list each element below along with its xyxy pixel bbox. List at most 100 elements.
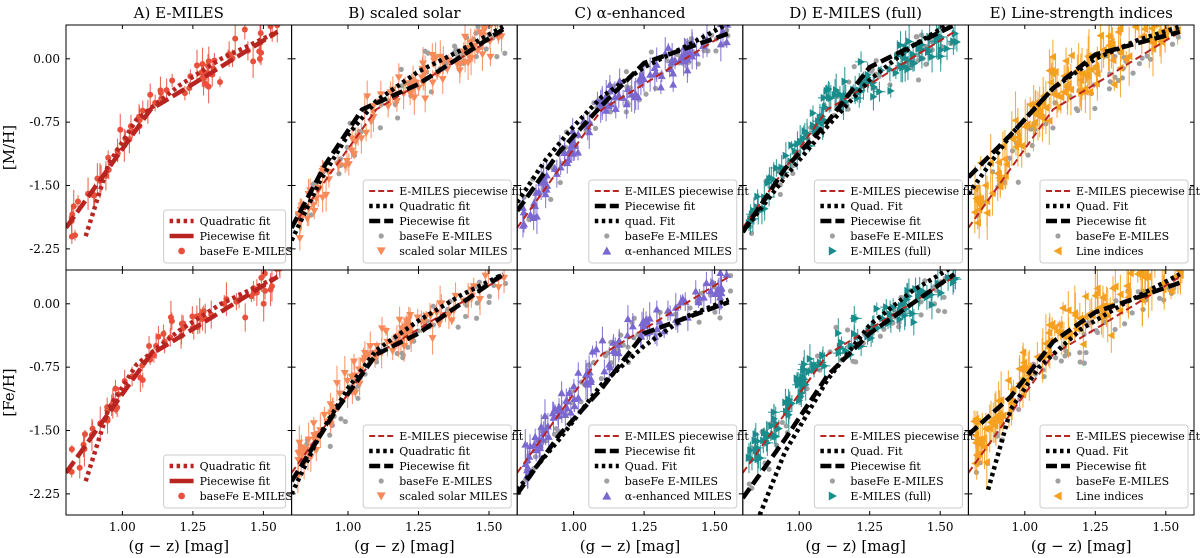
- data-point: [970, 208, 978, 217]
- data-point: [202, 80, 209, 87]
- data-point: [402, 318, 411, 326]
- x-tick-label: 1.25: [405, 520, 432, 534]
- gray-point: [896, 324, 902, 330]
- data-point: [76, 464, 83, 471]
- legend-label: E-MILES piecewise fit: [850, 185, 975, 198]
- gray-point: [664, 58, 670, 64]
- data-point: [544, 432, 553, 440]
- data-point: [413, 314, 422, 322]
- gray-point: [915, 77, 922, 83]
- data-point: [782, 398, 790, 407]
- gray-point: [1052, 355, 1059, 361]
- data-point: [886, 65, 894, 74]
- emiles-piecewise-ref-line: [968, 30, 1181, 229]
- gray-point: [648, 49, 654, 55]
- data-point: [372, 342, 381, 351]
- data-point: [904, 65, 912, 74]
- data-point: [1030, 118, 1039, 127]
- gray-point: [486, 299, 492, 306]
- piecewise-fit-line: [291, 27, 505, 229]
- data-point: [676, 54, 685, 62]
- gray-point: [405, 344, 411, 350]
- data-point: [928, 52, 937, 61]
- legend: Quadratic fit Piecewise fit baseFe E-MILES: [163, 209, 293, 264]
- x-tick-label: 1.00: [1011, 520, 1038, 534]
- data-point: [1125, 52, 1133, 61]
- data-point: [326, 401, 335, 409]
- data-point: [428, 79, 437, 87]
- panel-1-0: [66, 270, 283, 482]
- data-point: [650, 63, 659, 71]
- data-point: [147, 91, 154, 98]
- gray-point: [425, 50, 431, 56]
- gray-point: [850, 358, 856, 364]
- data-point: [999, 411, 1007, 420]
- legend-label: Piecewise fit: [850, 215, 921, 228]
- legend-label: Line indices: [1076, 490, 1144, 503]
- gray-point: [844, 327, 851, 333]
- data-point: [261, 270, 268, 277]
- y-tick-label: 0.00: [33, 52, 60, 66]
- data-point: [1178, 0, 1185, 1]
- data-point: [657, 71, 666, 80]
- data-point: [1108, 284, 1117, 293]
- data-point: [1033, 107, 1041, 116]
- gray-point: [532, 454, 539, 460]
- data-point: [770, 414, 778, 423]
- data-point: [857, 57, 866, 66]
- data-point: [605, 80, 614, 88]
- gray-point: [942, 14, 947, 19]
- data-point: [582, 370, 591, 378]
- legend-label: E-MILES piecewise fit: [1076, 430, 1200, 443]
- data-point: [488, 25, 494, 30]
- data-point: [1007, 134, 1016, 143]
- data-point: [912, 284, 920, 293]
- data-point: [1079, 340, 1087, 349]
- legend-handle-marker: [376, 247, 386, 256]
- legend-label: Quadratic fit: [399, 445, 470, 458]
- data-point: [347, 373, 356, 381]
- legend-label: α-enhanced MILES: [625, 245, 732, 258]
- data-point: [1004, 376, 1012, 385]
- data-point: [937, 52, 945, 61]
- legend-handle-gray: [604, 233, 610, 239]
- legend-box: [813, 424, 963, 509]
- data-point: [915, 44, 923, 53]
- quadratic-fit-line: [757, 270, 952, 515]
- data-point: [685, 48, 694, 56]
- data-point: [788, 141, 796, 150]
- data-point: [69, 211, 76, 218]
- legend-handle-marker: [602, 491, 612, 500]
- data-point: [410, 94, 419, 102]
- data-point: [486, 53, 495, 62]
- legend-label: scaled solar MILES: [399, 245, 508, 258]
- data-point: [1070, 309, 1078, 318]
- data-point: [639, 317, 648, 325]
- data-point: [1045, 116, 1053, 125]
- data-point: [937, 46, 945, 55]
- gray-point: [327, 443, 333, 449]
- gray-point: [783, 423, 789, 429]
- data-point: [1048, 69, 1057, 78]
- data-point: [823, 86, 831, 95]
- y-tick-label: -2.25: [29, 242, 60, 256]
- legend-label: Piecewise fit: [625, 445, 696, 458]
- data-point: [548, 409, 557, 417]
- data-point: [531, 432, 540, 441]
- data-point: [943, 44, 952, 53]
- quadratic-fit-line: [83, 29, 279, 237]
- legend-label: E-MILES piecewise fit: [625, 430, 750, 443]
- gray-point: [1007, 155, 1013, 161]
- data-point: [550, 164, 559, 172]
- data-point: [819, 351, 827, 360]
- data-point: [1167, 287, 1175, 296]
- data-point: [1081, 84, 1089, 93]
- legend: E-MILES piecewise fit Quadratic fit Piecew…: [362, 424, 524, 509]
- data-point: [876, 87, 884, 96]
- data-point: [309, 420, 318, 428]
- data-point: [1116, 290, 1124, 299]
- data-point: [232, 35, 239, 42]
- data-point: [438, 76, 447, 84]
- gray-point: [1112, 326, 1118, 333]
- data-point: [1126, 270, 1134, 278]
